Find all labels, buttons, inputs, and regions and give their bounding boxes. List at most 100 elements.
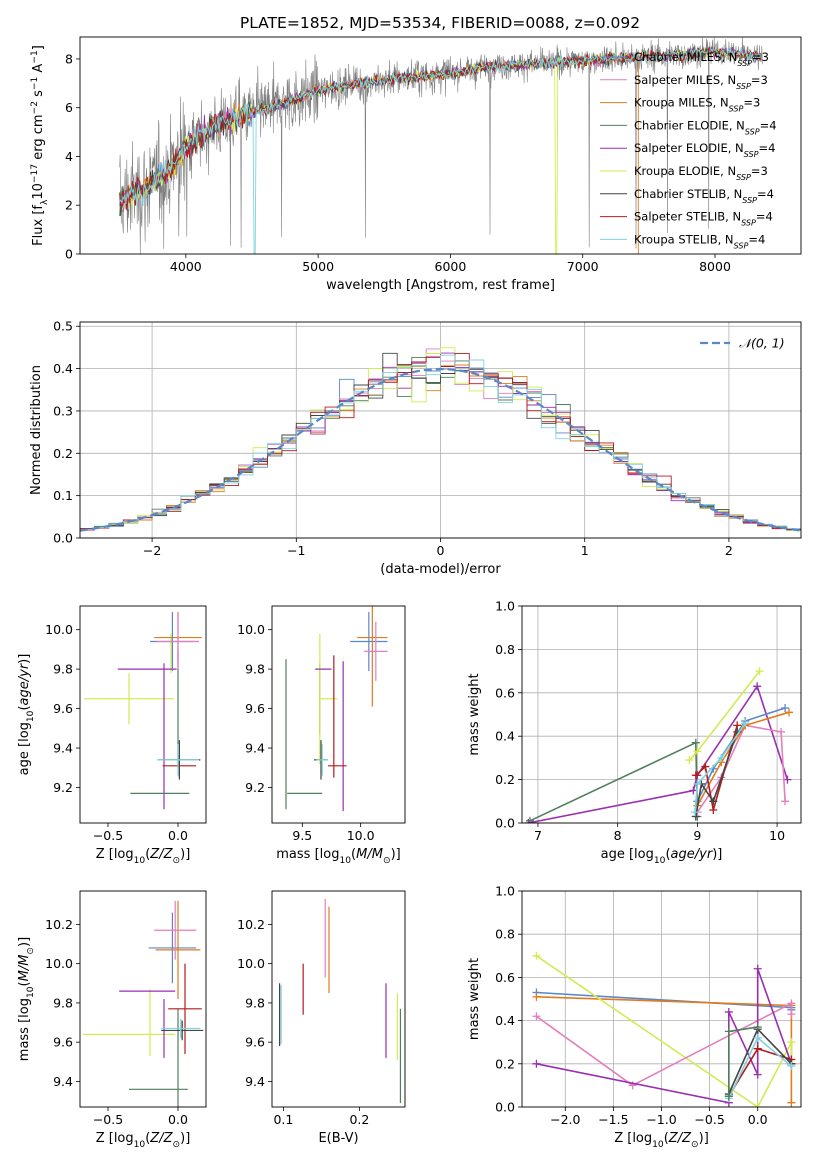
legend-label: Kroupa STELIB, NSSP=4	[634, 232, 765, 250]
x-tick-label: 8000	[699, 259, 731, 274]
series-salpeter_elodie	[532, 964, 796, 1107]
errorbar-kroupa_elodie	[84, 673, 174, 725]
y-tick-label: 0.0	[53, 531, 73, 546]
x-tick-label: 4000	[170, 259, 202, 274]
x-tick-label: −0.5	[93, 1112, 123, 1127]
errorbar-kroupa_miles	[155, 900, 201, 999]
axes-frame	[79, 36, 802, 255]
y-tick-label: 0.6	[495, 685, 515, 700]
data-point-marker	[693, 747, 702, 756]
y-axis-label: age [log10(age/yr)]	[17, 654, 36, 776]
legend-label: Chabrier MILES, NSSP=3	[634, 50, 769, 68]
data-point-marker	[783, 775, 792, 784]
data-point-marker	[785, 708, 794, 717]
data-point-marker	[753, 1023, 762, 1032]
y-tick-label: 10.0	[237, 956, 265, 971]
data-point-marker	[709, 805, 718, 814]
series-chabrier_elodie	[525, 738, 702, 823]
x-tick-label: 0.0	[168, 1112, 188, 1127]
data-point-marker	[777, 727, 786, 736]
data-point-marker	[753, 964, 762, 973]
y-tick-label: 9.4	[245, 1074, 265, 1089]
x-tick-label: −2.0	[550, 1112, 580, 1127]
y-tick-label: 9.4	[53, 1074, 73, 1089]
y-tick-label: 0.0	[495, 816, 515, 831]
y-tick-label: 10.0	[45, 956, 73, 971]
x-axis-label: E(B-V)	[318, 1131, 358, 1146]
y-tick-label: 1.0	[495, 884, 515, 899]
data-point-marker	[753, 682, 762, 691]
y-tick-label: 0.8	[495, 927, 515, 942]
y-tick-label: 2	[65, 198, 73, 213]
x-axis-label: age [log10(age/yr)]	[601, 847, 723, 866]
plot-area-spectrum	[119, 37, 763, 254]
y-tick-label: 9.6	[53, 701, 73, 716]
x-tick-label: 7000	[567, 259, 599, 274]
x-tick-label: −1.0	[646, 1112, 676, 1127]
data-point-marker	[532, 1012, 541, 1021]
data-point-marker	[741, 719, 750, 728]
series-kroupa_stelib	[690, 719, 750, 817]
x-tick-label: −0.5	[93, 828, 123, 843]
axes-age_vs_Z: −0.5 0.0 9.2 9.4 9.6 9.8 10.0 Z [log10(Z/Z⊙)] ag…	[17, 605, 207, 866]
series-chabrier_elodie	[724, 1023, 762, 1101]
series-line	[694, 722, 746, 813]
x-axis-label: Z [log10(Z/Z⊙)]	[614, 1131, 709, 1150]
y-tick-label: 4	[65, 149, 73, 164]
y-tick-label: 10.2	[237, 917, 265, 932]
data-point-marker	[685, 756, 694, 765]
data-point-marker	[691, 771, 700, 780]
axes-residuals: −2 −1 0 1 2 0.0 0.1 0.2 0.3 0.4 0.5 𝒩(0, 1) (data-mo…	[29, 319, 802, 577]
axes-frame	[521, 890, 802, 1108]
data-point-marker	[787, 1098, 796, 1107]
x-tick-label: 5000	[302, 259, 334, 274]
x-tick-label: 8	[614, 828, 622, 843]
data-point-marker	[753, 1103, 762, 1107]
errorbar-salpeter_miles	[157, 613, 199, 670]
series-chabrier_stelib	[724, 1025, 796, 1099]
legend-label: Chabrier ELODIE, NSSP=4	[634, 118, 777, 136]
x-tick-label: 10	[769, 828, 785, 843]
series-line	[728, 1036, 792, 1099]
legend-label: 𝒩(0, 1)	[739, 336, 785, 351]
errorbar-chabrier_miles	[350, 611, 388, 672]
y-tick-label: 9.2	[245, 780, 265, 795]
x-tick-label: −0.5	[694, 1112, 724, 1127]
series-line	[529, 741, 699, 822]
y-tick-label: 9.8	[53, 995, 73, 1010]
y-tick-label: 0	[65, 247, 73, 262]
errorbar-kroupa_miles	[357, 606, 388, 707]
data-point-marker	[724, 1007, 733, 1016]
data-point-marker	[787, 1038, 796, 1047]
data-point-marker	[701, 762, 710, 771]
series-line	[696, 707, 786, 802]
x-axis-label: wavelength [Angstrom, rest frame]	[326, 278, 555, 293]
axes-frame	[271, 890, 406, 1108]
x-tick-label: 0.2	[349, 1112, 369, 1127]
y-axis-label: mass [log10(M/M⊙)]	[17, 937, 36, 1061]
y-tick-label: 0.4	[53, 361, 73, 376]
errorbar-salpeter_miles	[364, 621, 388, 681]
data-point-marker	[787, 1010, 796, 1019]
y-tick-label: 0.2	[53, 446, 73, 461]
y-tick-label: 9.4	[245, 741, 265, 756]
data-point-marker	[709, 797, 718, 806]
x-tick-label: 0	[437, 543, 445, 558]
legend-label: Salpeter MILES, NSSP=3	[634, 73, 768, 91]
x-tick-label: 0.0	[168, 828, 188, 843]
series-line	[535, 955, 793, 1107]
y-tick-label: 0.2	[495, 1056, 515, 1071]
errorbar-chabrier_miles	[148, 912, 197, 984]
series-line	[536, 968, 793, 1104]
y-tick-label: 0.8	[495, 642, 515, 657]
y-tick-label: 0.6	[495, 970, 515, 985]
y-tick-label: 9.2	[53, 780, 73, 795]
series-salpeter_miles	[532, 999, 796, 1090]
x-tick-label: −1	[287, 543, 305, 558]
y-tick-label: 0.4	[495, 729, 515, 744]
y-tick-label: 0.3	[53, 403, 73, 418]
errorbar-salpeter_stelib	[168, 963, 202, 1054]
data-point-marker	[524, 819, 533, 823]
data-point-marker	[691, 812, 700, 821]
plot-area-residuals	[80, 347, 801, 532]
